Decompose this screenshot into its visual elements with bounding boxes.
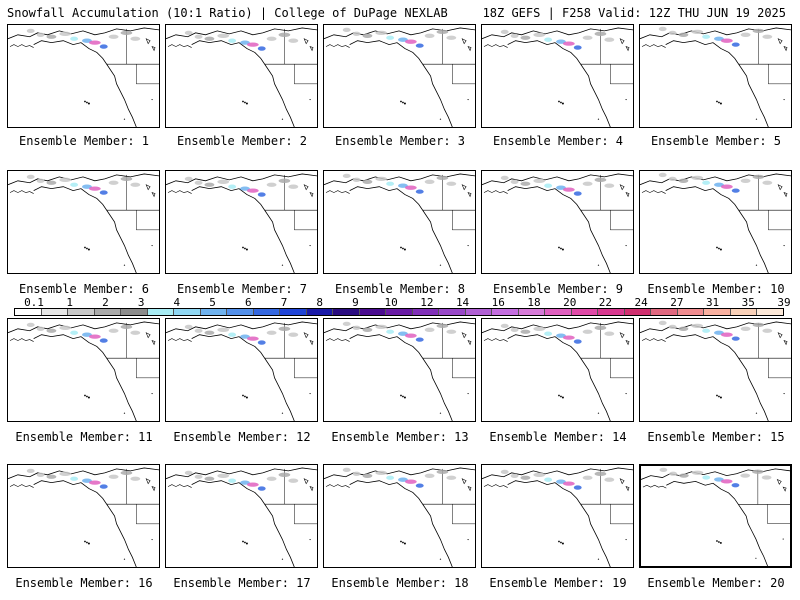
ensemble-member-map — [7, 318, 160, 422]
ensemble-member-label: Ensemble Member: 6 — [18, 282, 150, 296]
ensemble-member-map — [7, 464, 160, 568]
ensemble-member-map — [323, 24, 476, 128]
ensemble-member-label: Ensemble Member: 14 — [489, 430, 627, 444]
colorbar-swatch — [651, 309, 678, 315]
ensemble-member-map — [165, 24, 318, 128]
colorbar-tick-label: 6 — [244, 296, 252, 309]
colorbar-swatch — [571, 309, 599, 315]
ensemble-member-label: Ensemble Member: 19 — [489, 576, 627, 590]
colorbar-swatch — [545, 309, 572, 315]
colorbar-tick-label: 35 — [741, 296, 755, 309]
ensemble-member-map — [7, 170, 160, 274]
run-info: 18Z GEFS | F258 Valid: 12Z THU JUN 19 20… — [482, 6, 786, 20]
colorbar-swatch — [41, 309, 69, 315]
colorbar-swatch — [174, 309, 201, 315]
colorbar-swatch — [439, 309, 466, 315]
colorbar-swatch — [68, 309, 95, 315]
colorbar-tick-label: 27 — [670, 296, 684, 309]
ensemble-member-map — [481, 24, 634, 128]
ensemble-member-label: Ensemble Member: 10 — [647, 282, 785, 296]
colorbar-swatch — [704, 309, 731, 315]
colorbar-tick-label: 24 — [634, 296, 648, 309]
colorbar-swatch — [227, 309, 254, 315]
ensemble-member-map — [323, 464, 476, 568]
colorbar-tick-label: 7 — [280, 296, 288, 309]
ensemble-member-map — [323, 170, 476, 274]
ensemble-member-label: Ensemble Member: 2 — [176, 134, 308, 148]
colorbar-tick-label: 22 — [598, 296, 613, 309]
ensemble-member-label: Ensemble Member: 3 — [334, 134, 466, 148]
ensemble-member-map — [481, 464, 634, 568]
colorbar-tick-label: 10 — [384, 296, 398, 309]
colorbar-swatch — [412, 309, 440, 315]
ensemble-member-label: Ensemble Member: 1 — [18, 134, 150, 148]
colorbar-swatch — [280, 309, 307, 315]
ensemble-member-map — [639, 318, 792, 422]
colorbar-swatch — [465, 309, 493, 315]
map-header: Snowfall Accumulation (10:1 Ratio) | Col… — [0, 0, 800, 22]
ensemble-member-label: Ensemble Member: 17 — [173, 576, 311, 590]
colorbar-tick-label: 0.1 — [24, 296, 44, 309]
colorbar-tick-label: 9 — [352, 296, 359, 309]
ensemble-member-map — [165, 318, 318, 422]
ensemble-member-map — [481, 170, 634, 274]
ensemble-member-label: Ensemble Member: 11 — [15, 430, 153, 444]
colorbar-swatch — [200, 309, 228, 315]
colorbar-tick-label: 12 — [420, 296, 434, 309]
ensemble-member-map — [481, 318, 634, 422]
colorbar-swatch — [386, 309, 413, 315]
ensemble-member-label: Ensemble Member: 9 — [492, 282, 624, 296]
colorbar-tick-label: 8 — [316, 296, 324, 309]
colorbar-tick-label: 4 — [173, 296, 181, 309]
colorbar-swatch — [147, 309, 175, 315]
ensemble-member-label: Ensemble Member: 5 — [650, 134, 782, 148]
colorbar-tick-label: 31 — [705, 296, 720, 309]
ensemble-member-label: Ensemble Member: 4 — [492, 134, 624, 148]
colorbar-swatch — [253, 309, 281, 315]
colorbar-swatch — [94, 309, 122, 315]
ensemble-member-label: Ensemble Member: 16 — [15, 576, 153, 590]
colorbar-swatch — [121, 309, 148, 315]
colorbar-swatch — [306, 309, 334, 315]
map-title: Snowfall Accumulation (10:1 Ratio) | Col… — [7, 6, 448, 20]
colorbar-swatch — [359, 309, 387, 315]
colorbar-swatch — [624, 309, 652, 315]
ensemble-member-map — [639, 170, 792, 274]
colorbar-swatch — [598, 309, 625, 315]
ensemble-member-label: Ensemble Member: 8 — [334, 282, 466, 296]
colorbar-swatch — [518, 309, 546, 315]
snowfall-colorbar — [14, 308, 784, 316]
colorbar-tick-label: 16 — [491, 296, 505, 309]
ensemble-member-map — [165, 170, 318, 274]
ensemble-member-label: Ensemble Member: 12 — [173, 430, 311, 444]
colorbar-swatch — [333, 309, 360, 315]
colorbar-tick-label: 14 — [455, 296, 470, 309]
ensemble-member-map — [639, 24, 792, 128]
colorbar-tick-label: 3 — [137, 296, 145, 309]
ensemble-member-label: Ensemble Member: 15 — [647, 430, 785, 444]
ensemble-member-map — [323, 318, 476, 422]
colorbar-tick-label: 5 — [209, 296, 216, 309]
ensemble-member-map — [639, 464, 792, 568]
ensemble-member-label: Ensemble Member: 18 — [331, 576, 469, 590]
ensemble-member-label: Ensemble Member: 13 — [331, 430, 469, 444]
colorbar-swatch — [15, 309, 42, 315]
colorbar-tick-label: 18 — [527, 296, 541, 309]
ensemble-member-map — [7, 24, 160, 128]
ensemble-member-label: Ensemble Member: 7 — [176, 282, 308, 296]
colorbar-swatch — [757, 309, 783, 315]
colorbar-swatch — [677, 309, 705, 315]
ensemble-member-map — [165, 464, 318, 568]
colorbar-swatch — [730, 309, 758, 315]
colorbar-tick-label: 2 — [102, 296, 109, 309]
colorbar-tick-labels: 0.1 1 2 3 4 5 6 7 8 9 10 12 14 16 18 20 22 24 27 31 35 39 — [14, 296, 791, 309]
colorbar-tick-label: 1 — [66, 296, 74, 309]
ensemble-member-label: Ensemble Member: 20 — [647, 576, 785, 590]
colorbar-tick-label: 20 — [563, 296, 577, 309]
colorbar-tick-label: 39 — [777, 296, 791, 309]
colorbar-swatch — [492, 309, 519, 315]
